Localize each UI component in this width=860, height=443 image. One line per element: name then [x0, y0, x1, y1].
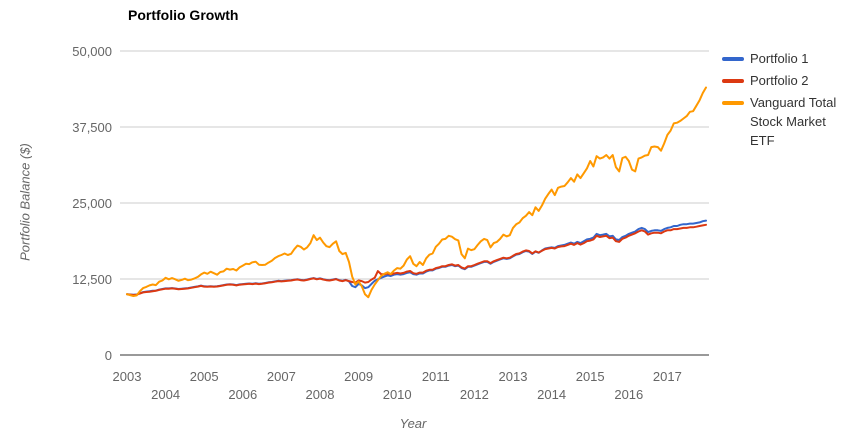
legend-label: Portfolio 1 — [750, 51, 809, 66]
legend-item-portfolio-2: Portfolio 2 — [722, 71, 854, 90]
x-tick-label-2008: 2008 — [305, 387, 335, 402]
x-tick-label-2010: 2010 — [382, 387, 412, 402]
legend-item-vanguard-total-stock-market-etf: Vanguard Total Stock Market ETF — [722, 93, 854, 150]
legend-swatch-icon — [722, 101, 744, 105]
y-tick-label-37500: 37,500 — [72, 120, 112, 135]
x-tick-label-2007: 2007 — [266, 369, 296, 384]
series-line-portfolio-1[interactable] — [126, 219, 707, 296]
x-tick-label-2015: 2015 — [575, 369, 605, 384]
series-line-portfolio-2[interactable] — [126, 223, 707, 296]
x-tick-label-2014: 2014 — [537, 387, 567, 402]
legend-swatch-icon — [722, 57, 744, 61]
x-tick-label-2006: 2006 — [228, 387, 258, 402]
legend-swatch-icon — [722, 79, 744, 83]
series-line-vanguard-total-stock-market-etf[interactable] — [126, 86, 707, 299]
x-tick-label-2005: 2005 — [189, 369, 219, 384]
y-tick-label-25000: 25,000 — [72, 196, 112, 211]
x-tick-label-2016: 2016 — [614, 387, 644, 402]
x-tick-label-2017: 2017 — [652, 369, 682, 384]
x-tick-label-2011: 2011 — [421, 369, 450, 384]
y-tick-label-0: 0 — [104, 348, 112, 363]
x-axis-title: Year — [399, 416, 427, 431]
legend-label: Vanguard Total Stock Market ETF — [750, 95, 837, 148]
x-tick-label-2013: 2013 — [498, 369, 528, 384]
y-tick-label-50000: 50,000 — [72, 44, 112, 59]
x-tick-label-2009: 2009 — [344, 369, 374, 384]
y-tick-label-12500: 12,500 — [72, 272, 112, 287]
x-tick-label-2012: 2012 — [459, 387, 489, 402]
x-tick-label-2003: 2003 — [112, 369, 142, 384]
chart-title: Portfolio Growth — [128, 7, 239, 23]
x-tick-label-2004: 2004 — [151, 387, 181, 402]
legend-label: Portfolio 2 — [750, 73, 809, 88]
legend-item-portfolio-1: Portfolio 1 — [722, 49, 854, 68]
legend: Portfolio 1 Portfolio 2 Vanguard Total Sto… — [722, 49, 854, 153]
